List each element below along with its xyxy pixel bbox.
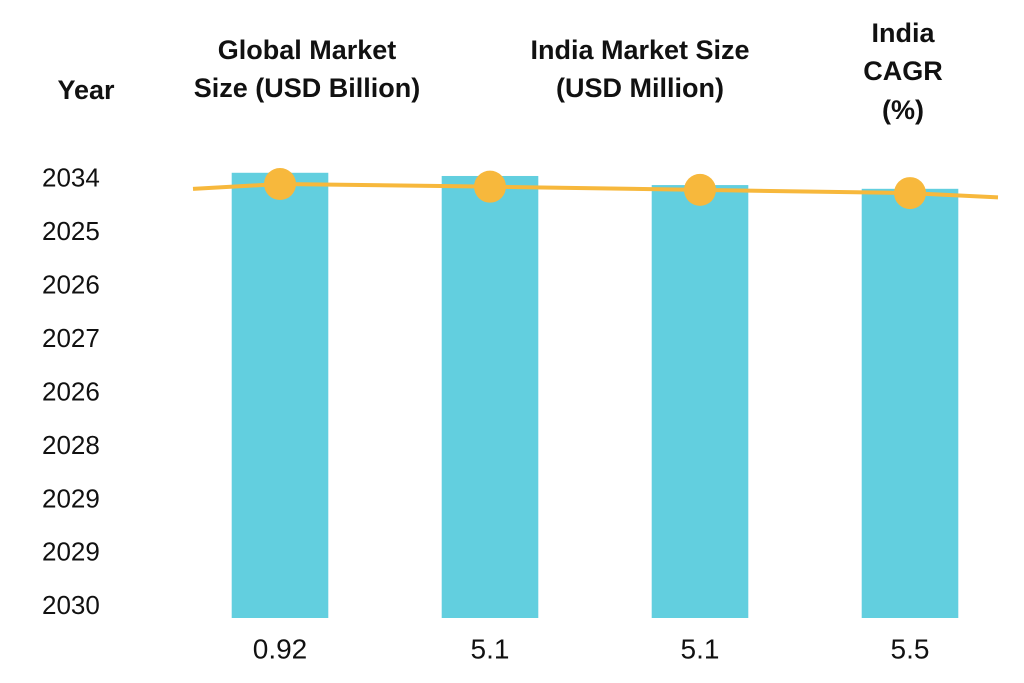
y-tick-label: 2026 — [42, 269, 100, 299]
column-header: India Market Size — [530, 35, 749, 65]
line-point — [474, 170, 506, 203]
x-tick-label: 5.1 — [471, 633, 510, 664]
y-tick-label: 2026 — [42, 376, 100, 406]
bar — [651, 185, 749, 618]
y-axis-title: Year — [57, 75, 115, 105]
y-tick-label: 2028 — [42, 430, 100, 460]
y-tick-label: 2030 — [42, 590, 100, 620]
line — [279, 182, 911, 196]
column-header: CAGR — [863, 56, 943, 86]
y-tick-label: 2025 — [42, 216, 100, 246]
y-tick-label: 2027 — [42, 323, 100, 353]
column-header: (USD Million) — [556, 73, 724, 103]
column-header: (%) — [882, 95, 924, 125]
bar — [231, 172, 329, 618]
line-point — [894, 177, 926, 210]
x-tick-label: 5.5 — [891, 633, 930, 664]
column-header: Size (USD Billion) — [194, 73, 421, 103]
column-header: India — [871, 18, 935, 48]
line-point — [684, 173, 716, 206]
column-header: Global Market — [218, 35, 397, 65]
bar — [441, 175, 539, 618]
y-tick-label: 2029 — [42, 537, 100, 567]
x-tick-label: 5.1 — [681, 633, 720, 664]
x-tick-label: 0.92 — [253, 633, 308, 664]
y-tick-label: 2029 — [42, 483, 100, 513]
bar — [861, 188, 959, 618]
y-tick-label: 2034 — [42, 163, 100, 193]
line-point — [264, 168, 296, 200]
